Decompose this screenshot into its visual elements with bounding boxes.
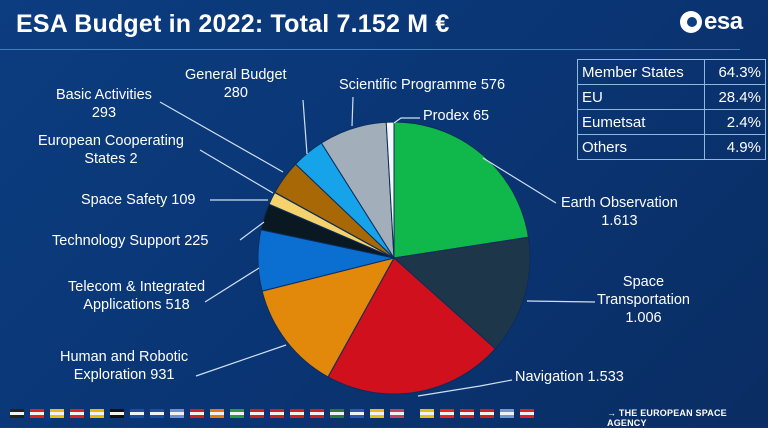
flag-icon [230,409,244,418]
label-telecom: Telecom & Integrated Applications 518 [68,278,205,314]
esa-logo-text: esa [704,8,743,35]
label-value: 293 [91,105,117,121]
table-row: Member States 64.3% [577,59,766,85]
label-text: States 2 [84,151,138,167]
esa-logo: esa [680,8,743,36]
flag-icon [350,409,364,418]
label-space-transportation: Space Transportation 1.006 [597,273,690,327]
label-general-budget: General Budget 280 [185,66,287,102]
title-divider [0,49,740,50]
flag-icon [250,409,264,418]
share-cell: 28.4% [704,84,766,110]
label-text: Transportation [597,292,690,308]
flag-icon [310,409,324,418]
label-text: European Cooperating [38,133,184,149]
flag-icon [10,409,24,418]
leader-line-navigation [417,379,513,397]
source-cell: Member States [577,59,705,85]
flag-icon [70,409,84,418]
flag-icon [460,409,474,418]
label-text: Applications 518 [83,297,190,313]
pie-slice-human-and-robotic-exploration [261,257,395,378]
label-technology-support: Technology Support 225 [52,233,209,249]
flag-icon [330,409,344,418]
label-basic-activities: Basic Activities 293 [56,86,152,122]
leader-line-space-transportation [526,300,596,303]
leader-line-telecom [204,267,260,303]
pie-slice-navigation [327,257,497,395]
label-text: General Budget [185,67,287,83]
label-text: Human and Robotic [60,349,189,365]
label-navigation: Navigation 1.533 [515,369,624,385]
flag-icon [390,409,404,418]
leader-line-basic [159,101,284,173]
label-value: 280 [223,85,248,101]
leader-line-earth-observation [482,157,557,204]
label-text: Earth Observation [561,195,678,211]
share-cell: 4.9% [704,134,766,160]
table-row: EU 28.4% [577,84,766,110]
label-earth-observation: Earth Observation 1.613 [561,194,678,230]
flag-icon [210,409,224,418]
label-scientific-programme: Scientific Programme 576 [339,77,506,93]
flag-icon [520,409,534,418]
label-human-exploration: Human and Robotic Exploration 931 [60,348,188,384]
leader-line-general [302,99,308,155]
pie-slice-earth-observation [393,121,529,259]
leader-line-human-exploration [195,344,287,377]
member-state-flags [10,409,534,418]
flag-icon [150,409,164,418]
source-cell: Eumetsat [577,109,705,135]
label-value: 1.006 [625,310,662,326]
flag-icon [440,409,454,418]
share-cell: 64.3% [704,59,766,85]
table-row: Others 4.9% [577,134,766,160]
flag-icon [290,409,304,418]
leader-line-scientific [351,96,354,127]
label-text: Basic Activities [56,87,152,103]
label-prodex: Prodex 65 [423,108,490,124]
flag-icon [130,409,144,418]
label-text: Exploration 931 [73,367,175,383]
label-text: Telecom & Integrated [68,279,206,295]
page-title: ESA Budget in 2022: Total 7.152 M € [16,10,450,38]
label-value: 1.613 [601,213,638,229]
label-european-cooperating-states: European Cooperating States 2 [38,132,184,168]
esa-logo-icon [680,11,702,33]
flag-icon [420,409,434,418]
flag-icon [480,409,494,418]
table-row: Eumetsat 2.4% [577,109,766,135]
flag-icon [90,409,104,418]
label-space-safety: Space Safety 109 [81,192,196,208]
funding-sources-table: Member States 64.3% EU 28.4% Eumetsat 2.4% … [577,59,766,160]
flag-icon [50,409,64,418]
pie-slice-prodex [385,121,395,259]
flag-icon [30,409,44,418]
label-text: Space [622,274,665,290]
footer-tagline: → THE EUROPEAN SPACE AGENCY [607,408,727,428]
leader-line-technology [239,221,265,241]
pie-slice-space-transportation [392,236,531,350]
flag-icon [190,409,204,418]
leader-line-ecs [199,149,274,194]
leader-line-prodex [393,117,420,124]
flag-icon [370,409,384,418]
flag-icon [500,409,514,418]
flag-icon [270,409,284,418]
flag-icon [170,409,184,418]
flag-icon [110,409,124,418]
